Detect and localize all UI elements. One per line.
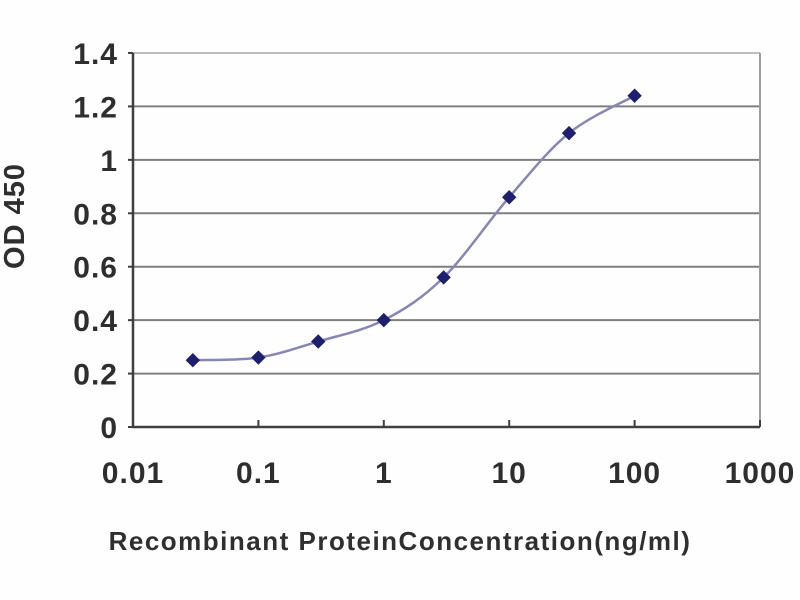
x-tick-label: 100 xyxy=(608,457,661,490)
data-point-marker xyxy=(436,270,451,285)
x-tick-label: 0.1 xyxy=(236,457,281,490)
x-tick-label: 10 xyxy=(492,457,527,490)
data-point-marker xyxy=(627,88,642,103)
y-tick-label: 1.2 xyxy=(73,91,118,124)
data-point-marker xyxy=(561,125,577,141)
y-tick-label: 1.4 xyxy=(73,38,118,71)
data-point-marker xyxy=(376,312,392,328)
data-point-marker xyxy=(185,353,201,368)
y-tick-label: 0.2 xyxy=(73,359,118,392)
y-tick-label: 0 xyxy=(100,412,118,445)
x-axis-title: Recombinant ProteinConcentration(ng/ml) xyxy=(108,526,692,556)
x-tick-label: 1 xyxy=(375,457,393,490)
data-point-marker xyxy=(251,350,266,365)
x-tick-label: 0.01 xyxy=(102,457,164,490)
y-tick-label: 1 xyxy=(100,145,118,178)
y-tick-label: 0.8 xyxy=(73,198,118,231)
data-point-marker xyxy=(501,190,517,205)
data-point-marker xyxy=(311,334,326,349)
x-tick-label: 1000 xyxy=(725,457,796,490)
y-tick-label: 0.6 xyxy=(73,252,118,285)
y-axis-title: OD 450 xyxy=(0,163,31,269)
y-tick-label: 0.4 xyxy=(73,305,118,338)
series-line xyxy=(192,94,636,362)
